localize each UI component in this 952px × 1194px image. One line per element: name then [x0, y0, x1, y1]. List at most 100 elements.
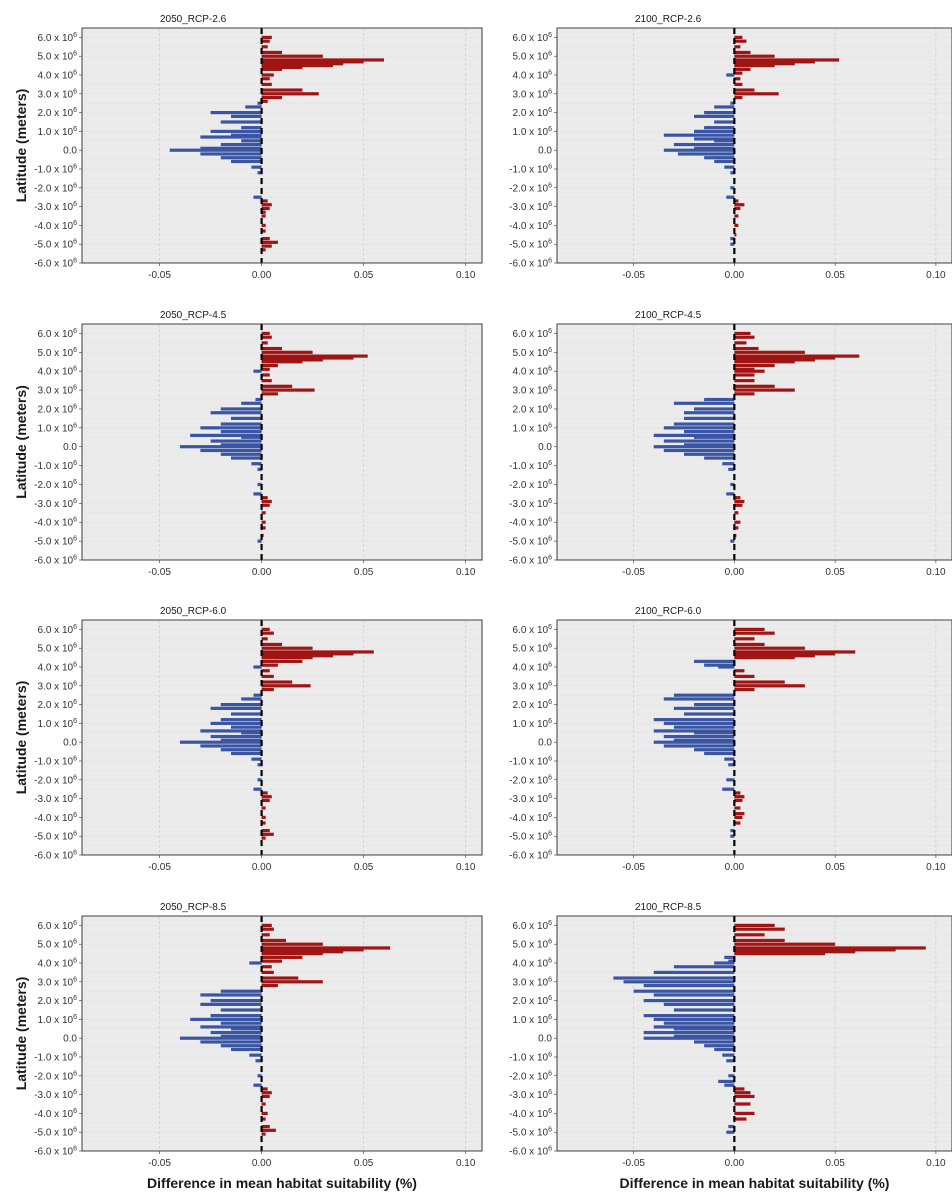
y-tick-exponent: 6 [73, 1014, 77, 1021]
y-tick-mantissa: 1.0 x 10 [513, 423, 549, 434]
panel-border [556, 27, 952, 264]
bar-negative [730, 539, 735, 543]
bar-positive [261, 815, 266, 819]
y-tick-label: -6.0 x 106 [34, 258, 77, 270]
y-tick-label: 4.0 x 106 [38, 70, 78, 82]
y-tick-exponent: 6 [548, 643, 552, 650]
y-tick-label: -1.0 x 106 [509, 460, 552, 472]
bar-positive [734, 674, 755, 678]
bar-negative [179, 1036, 262, 1040]
bar-positive [261, 67, 282, 71]
bar-positive [734, 67, 751, 71]
bar-positive [734, 650, 856, 654]
bar-positive [261, 223, 266, 227]
y-tick-label: 3.0 x 106 [513, 385, 553, 397]
y-tick-exponent: 6 [73, 422, 77, 429]
y-axis-title: Latitude (meters) [13, 977, 29, 1091]
bar-positive [734, 214, 739, 218]
y-tick-label: -2.0 x 106 [34, 1070, 77, 1082]
x-tick-label: -0.05 [148, 862, 171, 873]
bar-positive [261, 360, 303, 364]
y-tick-exponent: 6 [73, 403, 77, 410]
bar-positive [261, 526, 266, 530]
bar-negative [663, 439, 735, 443]
bar-positive [734, 503, 743, 507]
bar-positive [261, 1102, 266, 1106]
y-tick-exponent: 6 [548, 920, 552, 927]
y-tick-mantissa: -5.0 x 10 [34, 832, 73, 843]
y-tick-exponent: 6 [73, 958, 77, 965]
bar-positive [734, 360, 795, 364]
bar-positive [261, 680, 293, 684]
bar-negative [663, 1002, 735, 1006]
bar-negative [722, 787, 735, 791]
y-tick-exponent: 6 [548, 1014, 552, 1021]
y-tick-mantissa: -5.0 x 10 [509, 537, 548, 548]
bar-negative [724, 165, 735, 169]
bar-positive [261, 828, 270, 833]
y-tick-mantissa: 1.0 x 10 [38, 1015, 74, 1026]
bar-positive [734, 511, 739, 515]
bar-negative [683, 712, 735, 716]
bar-negative [704, 397, 735, 402]
y-tick-mantissa: -1.0 x 10 [34, 461, 73, 472]
y-tick-exponent: 6 [73, 460, 77, 467]
bar-negative [190, 1017, 262, 1021]
y-tick-mantissa: -2.0 x 10 [509, 183, 548, 194]
x-tick-label: 0.10 [456, 1158, 476, 1169]
y-tick-label: -4.0 x 106 [34, 517, 77, 529]
y-tick-label: 0.0 [538, 738, 552, 749]
y-tick-exponent: 6 [548, 366, 552, 373]
y-tick-exponent: 6 [73, 976, 77, 983]
bar-negative [210, 111, 262, 115]
bar-positive [261, 1094, 270, 1099]
bar-negative [726, 195, 735, 199]
bar-negative [730, 482, 735, 487]
bar-positive [734, 938, 785, 943]
y-tick-mantissa: -2.0 x 10 [509, 480, 548, 491]
y-tick-mantissa: 5.0 x 10 [513, 940, 549, 951]
y-tick-exponent: 6 [548, 939, 552, 946]
bar-negative [730, 834, 735, 838]
bar-positive [261, 50, 282, 55]
bar-positive [261, 499, 272, 504]
y-tick-label: -3.0 x 106 [509, 1089, 552, 1101]
y-tick-label: -4.0 x 106 [509, 220, 552, 232]
bar-negative [220, 422, 262, 426]
bar-negative [728, 1074, 735, 1078]
y-tick-mantissa: 3.0 x 10 [38, 977, 74, 988]
bar-negative [728, 959, 735, 963]
y-tick-label: -4.0 x 106 [34, 220, 77, 232]
y-tick-mantissa: 1.0 x 10 [513, 719, 549, 730]
bar-positive [261, 511, 266, 515]
y-tick-exponent: 6 [73, 831, 77, 838]
y-tick-label: -2.0 x 106 [509, 479, 552, 491]
bar-negative [704, 751, 735, 756]
y-tick-mantissa: -1.0 x 10 [34, 757, 73, 768]
x-tick-label: 0.00 [725, 1158, 745, 1169]
bar-positive [261, 335, 272, 339]
y-tick-exponent: 6 [548, 812, 552, 819]
bar-positive [261, 244, 272, 248]
bar-negative [257, 482, 262, 487]
bar-negative [230, 133, 262, 137]
bar-positive [734, 331, 751, 336]
bar-positive [261, 955, 303, 959]
y-tick-mantissa: 0.0 [538, 146, 552, 157]
bar-positive [734, 652, 836, 656]
y-tick-mantissa: 4.0 x 10 [513, 663, 549, 674]
y-tick-exponent: 6 [548, 498, 552, 505]
bar-positive [261, 976, 299, 980]
y-tick-exponent: 6 [73, 239, 77, 246]
y-tick-exponent: 6 [548, 460, 552, 467]
y-tick-label: -3.0 x 106 [34, 201, 77, 213]
x-tick-label: 0.05 [825, 270, 845, 281]
y-tick-label: -3.0 x 106 [34, 498, 77, 510]
y-tick-mantissa: 0.0 [63, 738, 77, 749]
bar-positive [261, 948, 364, 952]
bar-positive [734, 350, 805, 354]
y-tick-exponent: 6 [73, 624, 77, 631]
bar-negative [726, 1059, 735, 1063]
bar-positive [734, 62, 795, 66]
bar-negative [210, 129, 262, 133]
